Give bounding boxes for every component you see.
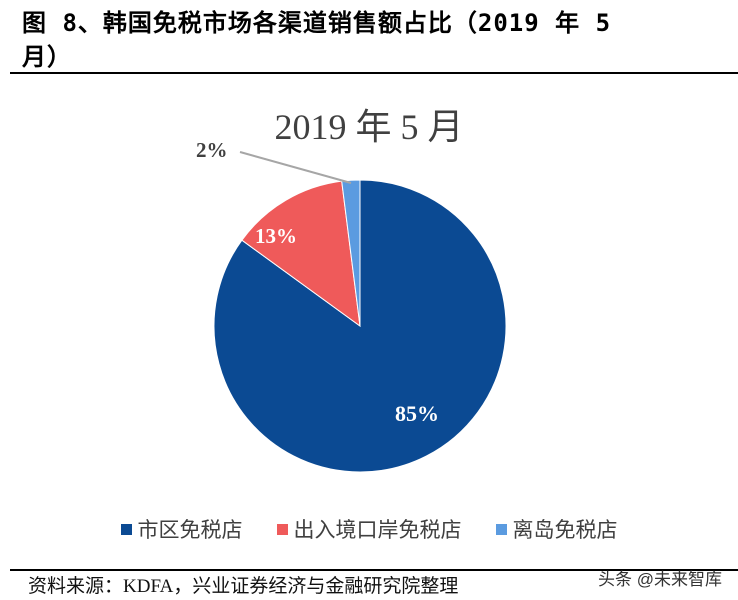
legend-swatch (495, 523, 507, 535)
label-downtown: 85% (395, 401, 439, 426)
legend-swatch (276, 523, 288, 535)
pie-slice-1 (241, 180, 361, 328)
label-island: 2% (196, 138, 228, 162)
label-border: 13% (255, 224, 297, 248)
legend-item-downtown: 市区免税店 (120, 514, 243, 544)
legend-item-island: 离岛免税店 (495, 514, 618, 544)
figure-title-line1: 图 8、韩国免税市场各渠道销售额占比（2019 年 5 (22, 9, 612, 37)
source-note: 资料来源：KDFA，兴业证券经济与金融研究院整理 (28, 576, 459, 597)
legend-swatch (120, 523, 132, 535)
legend-label: 出入境口岸免税店 (293, 518, 462, 542)
legend: 市区免税店 出入境口岸免税店 离岛免税店 (0, 514, 738, 544)
figure-title-line2: 月） (22, 43, 72, 71)
chart-title: 2019 年 5 月 (274, 107, 464, 147)
watermark: 头条 @未来智库 (598, 570, 722, 589)
pie-slices (213, 179, 507, 473)
legend-label: 离岛免税店 (512, 518, 618, 542)
leader-line (239, 151, 352, 184)
top-divider (10, 72, 738, 74)
bottom-divider (10, 569, 738, 571)
legend-item-border: 出入境口岸免税店 (276, 514, 462, 544)
legend-label: 市区免税店 (137, 518, 243, 542)
figure-title: 图 8、韩国免税市场各渠道销售额占比（2019 年 5 月） (22, 6, 722, 74)
